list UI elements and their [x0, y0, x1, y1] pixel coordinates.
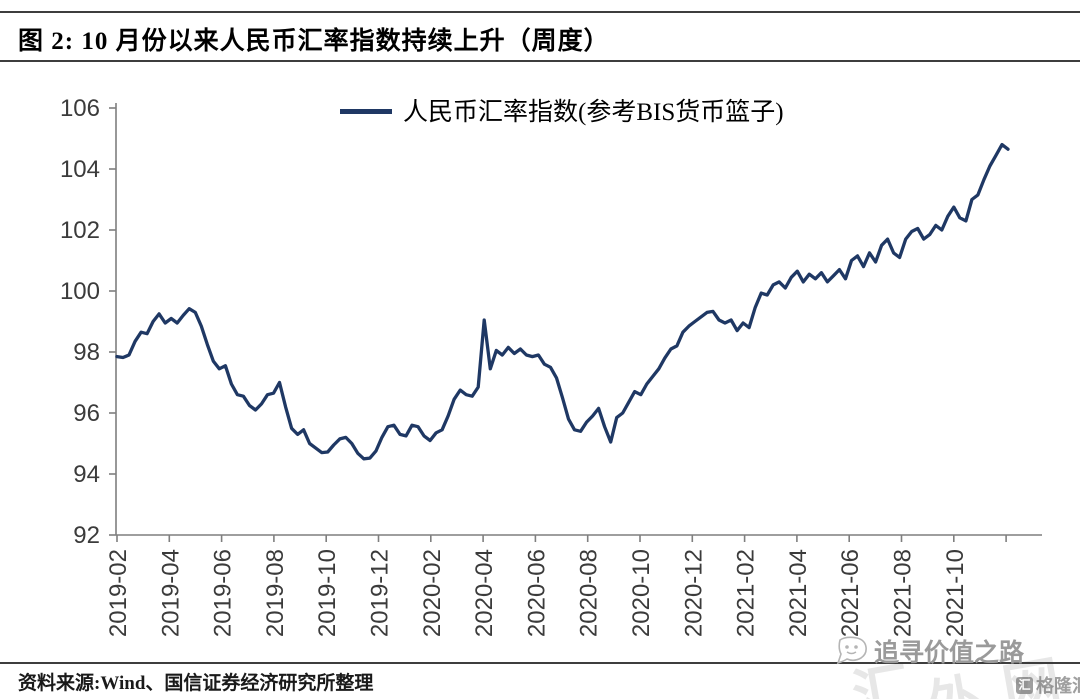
- x-tick-label: 2020-08: [576, 549, 603, 637]
- y-tick-label: 94: [73, 461, 100, 488]
- y-tick-label: 98: [73, 339, 100, 366]
- source-note: 资料来源:Wind、国信证券经济研究所整理: [18, 673, 374, 694]
- footer-divider: [0, 662, 1080, 664]
- x-tick-label: 2021-02: [733, 549, 760, 637]
- y-tick-label: 106: [60, 95, 100, 122]
- y-tick-label: 100: [60, 278, 100, 305]
- figure-title: 图 2: 10 月份以来人民币汇率指数持续上升（周度）: [18, 28, 610, 55]
- y-tick-label: 92: [73, 522, 100, 549]
- x-tick-label: 2020-10: [628, 549, 655, 637]
- x-tick-label: 2021-10: [942, 549, 969, 637]
- site-badge-watermark: 汇 格隆汇: [1016, 672, 1080, 698]
- x-tick-label: 2021-06: [837, 549, 864, 637]
- x-tick-label: 2021-08: [890, 549, 917, 637]
- x-tick-label: 2020-06: [523, 549, 550, 637]
- x-tick-label: 2020-02: [419, 549, 446, 637]
- legend-line-sample: [340, 108, 392, 114]
- x-tick-label: 2019-08: [262, 549, 289, 637]
- x-tick-label: 2019-06: [210, 549, 237, 637]
- x-tick-label: 2021-04: [785, 549, 812, 637]
- x-tick-label: 2020-12: [680, 549, 707, 637]
- top-divider: [0, 11, 1080, 13]
- wechat-watermark: 追寻价值之路: [836, 633, 1024, 669]
- x-tick-label: 2019-02: [105, 549, 132, 637]
- y-tick-label: 96: [73, 400, 100, 427]
- x-tick-label: 2019-12: [367, 549, 394, 637]
- title-divider: [0, 60, 1080, 62]
- x-tick-label: 2019-04: [157, 549, 184, 637]
- site-badge-text: 格隆汇: [1036, 676, 1080, 696]
- y-tick-label: 104: [60, 156, 100, 183]
- x-tick-label: 2019-10: [314, 549, 341, 637]
- chart-legend: 人民币汇率指数(参考BIS货币篮子): [340, 92, 784, 128]
- wechat-watermark-text: 追寻价值之路: [874, 640, 1025, 667]
- chat-bubble-face-icon: [836, 636, 867, 665]
- series-line: [115, 142, 1010, 461]
- y-tick-label: 102: [60, 217, 100, 244]
- x-tick-label: 2020-04: [471, 549, 498, 637]
- site-badge-logo: 汇: [1016, 676, 1033, 694]
- legend-label: 人民币汇率指数(参考BIS货币篮子): [403, 99, 784, 126]
